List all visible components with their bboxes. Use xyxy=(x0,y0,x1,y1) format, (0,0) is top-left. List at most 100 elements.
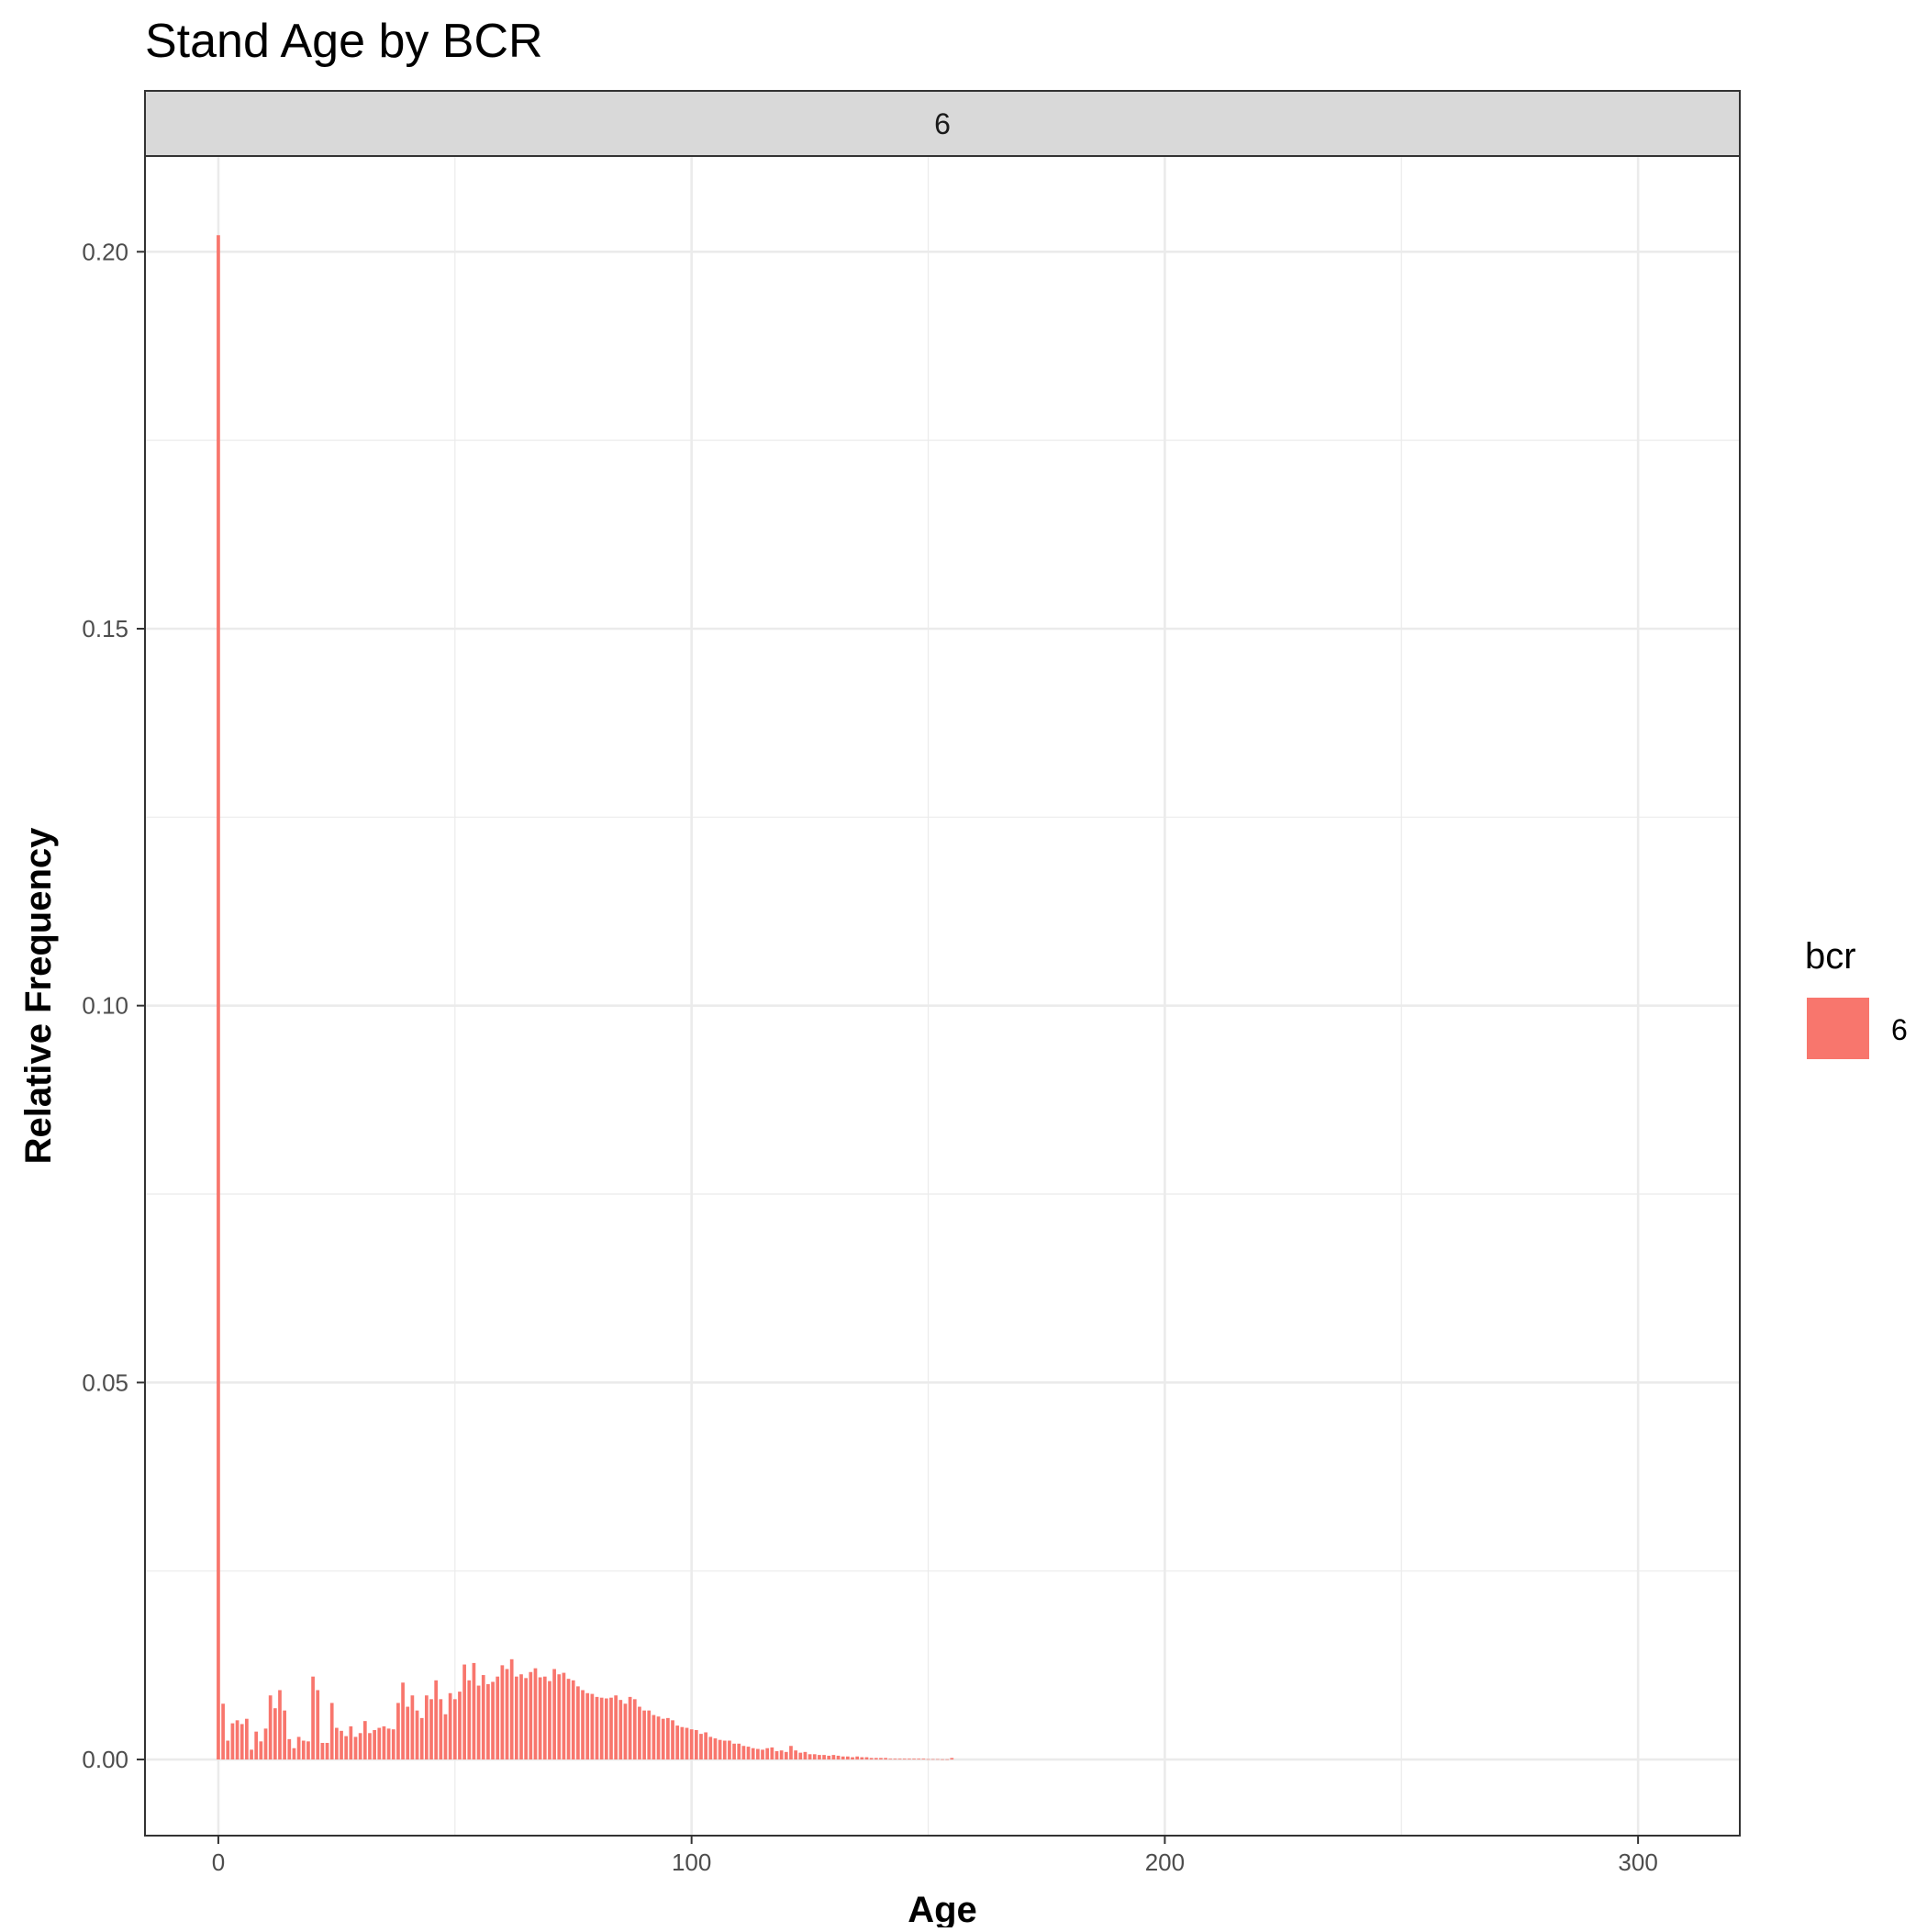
bar xyxy=(874,1758,878,1760)
bar xyxy=(557,1674,562,1760)
bar xyxy=(486,1683,490,1760)
bar xyxy=(425,1695,429,1760)
y-tick-label: 0.15 xyxy=(82,615,128,642)
bar xyxy=(926,1759,930,1760)
panel-border xyxy=(144,155,1741,1837)
bar xyxy=(263,1728,268,1760)
bar xyxy=(472,1662,476,1760)
bar xyxy=(349,1725,353,1760)
bar xyxy=(353,1737,358,1760)
bar xyxy=(789,1746,793,1760)
bar xyxy=(761,1749,764,1760)
bar xyxy=(396,1703,400,1760)
bar xyxy=(741,1746,746,1760)
bar xyxy=(505,1669,509,1760)
bar xyxy=(538,1677,542,1760)
bar xyxy=(311,1676,315,1760)
bar xyxy=(666,1717,670,1760)
axis-layer: 0 100 200 300 0.00 0.05 0.10 0.15 0.20 xyxy=(82,238,1657,1876)
bar xyxy=(812,1754,817,1760)
bar xyxy=(770,1747,774,1760)
bar xyxy=(618,1700,623,1760)
x-tick-label: 0 xyxy=(212,1848,225,1876)
bar xyxy=(779,1750,784,1760)
bar xyxy=(362,1721,367,1760)
bar xyxy=(798,1752,803,1760)
bar xyxy=(306,1741,310,1760)
bar xyxy=(722,1740,727,1760)
bar xyxy=(467,1680,472,1760)
bar xyxy=(699,1734,703,1760)
bar xyxy=(268,1695,273,1760)
bar xyxy=(434,1680,439,1760)
bar xyxy=(529,1671,533,1760)
bar xyxy=(930,1759,935,1760)
bar xyxy=(335,1727,339,1760)
bar xyxy=(845,1756,850,1760)
y-tick-label: 0.10 xyxy=(82,992,128,1020)
bar xyxy=(831,1755,836,1760)
bar xyxy=(377,1727,382,1760)
bar xyxy=(458,1692,462,1760)
grid-layer xyxy=(145,156,1740,1836)
bar xyxy=(751,1748,755,1760)
bar xyxy=(756,1748,760,1760)
bar xyxy=(254,1731,259,1760)
bar xyxy=(562,1672,566,1760)
bar xyxy=(765,1748,770,1760)
bar xyxy=(462,1664,466,1760)
bar xyxy=(590,1693,595,1760)
bar xyxy=(519,1674,523,1760)
facet-strip xyxy=(144,90,1741,157)
bar xyxy=(273,1708,277,1760)
bar xyxy=(316,1690,320,1760)
bar xyxy=(774,1751,779,1760)
bar xyxy=(718,1739,722,1760)
bar xyxy=(278,1690,282,1760)
bar xyxy=(836,1755,841,1760)
bar xyxy=(325,1742,329,1760)
bar xyxy=(860,1757,864,1760)
bar xyxy=(628,1696,632,1760)
chart-title: Stand Age by BCR xyxy=(145,15,543,68)
x-tick-label: 200 xyxy=(1145,1848,1185,1876)
bar xyxy=(245,1718,249,1760)
bar xyxy=(864,1757,869,1760)
x-tick-label: 300 xyxy=(1618,1848,1657,1876)
bar xyxy=(728,1740,731,1760)
bar xyxy=(647,1710,652,1760)
bar xyxy=(391,1729,395,1760)
bar xyxy=(652,1714,656,1760)
bar xyxy=(661,1718,665,1760)
bar xyxy=(950,1758,954,1760)
bar xyxy=(642,1710,646,1760)
bar xyxy=(595,1696,599,1760)
bar xyxy=(340,1730,343,1760)
bar xyxy=(439,1699,443,1760)
bar xyxy=(448,1692,452,1760)
bar xyxy=(708,1737,713,1760)
bar xyxy=(542,1676,547,1760)
bar xyxy=(694,1730,698,1760)
bar xyxy=(320,1742,325,1760)
bar xyxy=(509,1658,514,1760)
bar xyxy=(808,1754,812,1760)
bar xyxy=(221,1703,225,1760)
bar xyxy=(685,1727,689,1760)
legend-key-swatch xyxy=(1807,998,1869,1059)
bar xyxy=(945,1759,950,1760)
bar xyxy=(604,1698,608,1760)
bar xyxy=(514,1676,518,1760)
bar xyxy=(818,1755,821,1760)
x-tick-label: 100 xyxy=(672,1848,711,1876)
y-tick-label: 0.00 xyxy=(82,1746,128,1773)
bar xyxy=(638,1706,641,1760)
bar xyxy=(585,1692,590,1760)
bar xyxy=(855,1756,860,1760)
bar xyxy=(841,1756,845,1760)
bar xyxy=(746,1747,751,1760)
bar xyxy=(552,1669,556,1760)
bar xyxy=(614,1695,618,1760)
facet-strip-label: 6 xyxy=(934,107,951,140)
